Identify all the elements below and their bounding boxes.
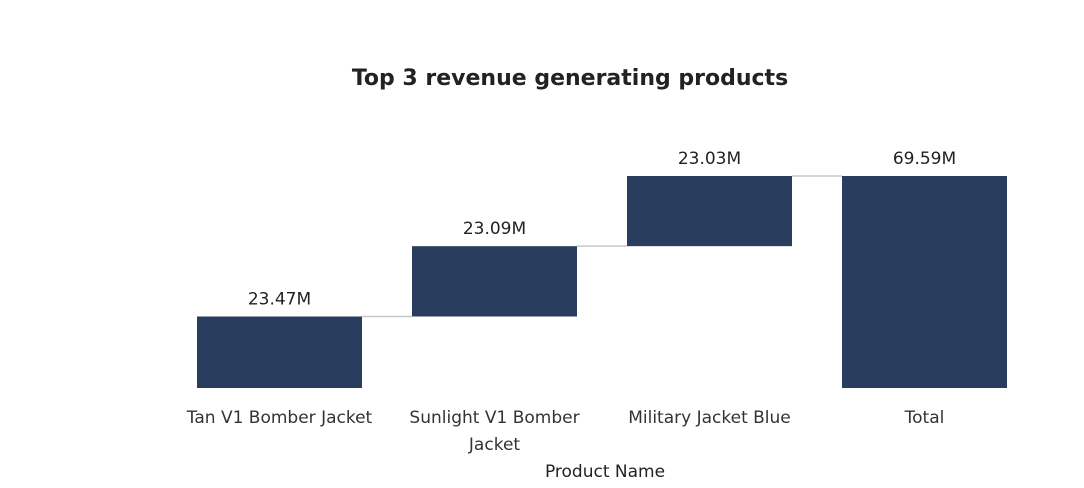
bar (842, 176, 1007, 388)
x-tick-label: Tan V1 Bomber Jacket (186, 408, 373, 428)
bar (627, 176, 792, 247)
data-label: 23.47M (248, 290, 311, 310)
x-tick-label: Sunlight V1 Bomber Jacket (409, 408, 580, 455)
bar (412, 246, 577, 317)
x-tick-label: Military Jacket Blue (628, 408, 791, 428)
data-label: 23.03M (678, 149, 741, 169)
chart-title: Top 3 revenue generating products (352, 66, 788, 91)
data-label: 23.09M (463, 219, 526, 239)
x-axis-title: Product Name (545, 462, 665, 482)
data-label: 69.59M (893, 149, 956, 169)
x-tick-label: Total (904, 408, 945, 428)
bar (197, 316, 362, 388)
